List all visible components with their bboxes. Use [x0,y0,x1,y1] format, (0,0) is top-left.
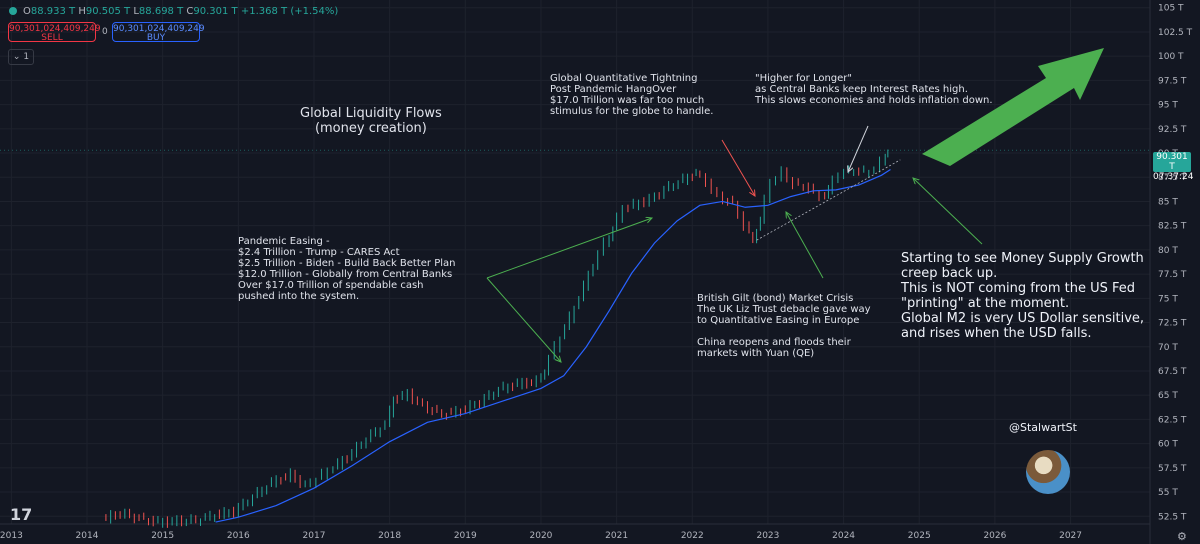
y-tick-label: 72.5 T [1158,319,1187,329]
status-dot-icon [9,7,17,15]
y-tick-label: 65 T [1158,391,1178,401]
author-avatar [1026,450,1070,494]
buy-price: 90,301,024,409,249 [113,24,205,34]
annotation-arrow [848,125,869,172]
last-price-label: 90.301 T [1156,152,1188,172]
last-price-tag: 90.301 T 07:37:24 [1153,152,1193,182]
x-tick-label: 2019 [454,531,477,541]
annotation-arrow [486,218,652,279]
annotation-arrow [486,277,561,362]
y-tick-label: 100 T [1158,52,1184,62]
y-tick-label: 85 T [1158,197,1178,207]
ohlc-legend: O88.933 T H90.505 T L88.698 T C90.301 T … [9,6,338,17]
x-tick-label: 2025 [908,531,931,541]
countdown-label: 07:37:24 [1153,172,1194,182]
y-tick-label: 87.5 T [1158,173,1187,183]
higher-for-longer-annotation: "Higher for Longer" as Central Banks kee… [755,73,993,106]
sell-price: 90,301,024,409,249 [9,24,101,34]
annotation-arrow [786,212,824,279]
x-tick-label: 2020 [530,531,553,541]
x-tick-label: 2018 [378,531,401,541]
y-tick-label: 97.5 T [1158,76,1187,86]
annotation-arrow [721,139,755,196]
y-tick-label: 105 T [1158,4,1184,14]
chart-title-annotation: Global Liquidity Flows (money creation) [300,106,442,136]
x-tick-label: 2016 [227,531,250,541]
close-label: C [186,6,194,17]
indicator-count: 1 [23,52,30,62]
y-tick-label: 75 T [1158,294,1178,304]
gear-icon[interactable]: ⚙ [1177,530,1187,543]
high-label: H [78,6,86,17]
buy-label: BUY [146,33,166,43]
support-trendline [756,159,901,241]
gilt-crisis-annotation: British Gilt (bond) Market Crisis The UK… [697,293,871,359]
y-tick-label: 102.5 T [1158,28,1193,38]
y-tick-label: 60 T [1158,440,1178,450]
x-tick-label: 2014 [76,531,99,541]
low-label: L [133,6,139,17]
sell-label: SELL [41,33,63,43]
x-tick-label: 2022 [681,531,704,541]
collapse-indicators-button[interactable]: ⌄ 1 [8,49,34,65]
x-tick-label: 2026 [983,531,1006,541]
x-tick-label: 2023 [756,531,779,541]
spread-value: 0 [102,27,108,37]
open-label: O [23,6,31,17]
high-value: 90.505 T [85,6,131,17]
x-tick-label: 2021 [605,531,628,541]
y-tick-label: 52.5 T [1158,512,1187,522]
y-tick-label: 95 T [1158,101,1178,111]
tradingview-logo: 17 [10,505,33,524]
buy-button[interactable]: 90,301,024,409,249 BUY [112,22,205,43]
y-tick-label: 62.5 T [1158,415,1187,425]
pandemic-annotation: Pandemic Easing - $2.4 Trillion - Trump … [238,236,456,302]
x-tick-label: 2015 [151,531,174,541]
y-tick-label: 77.5 T [1158,270,1187,280]
x-tick-label: 2017 [303,531,326,541]
close-value: 90.301 T [193,6,238,17]
y-tick-label: 82.5 T [1158,222,1187,232]
x-tick-label: 2027 [1059,531,1082,541]
annotation-arrow [913,178,983,245]
y-tick-label: 92.5 T [1158,125,1187,135]
open-value: 88.933 T [30,6,76,17]
growth-annotation: Starting to see Money Supply Growth cree… [901,251,1145,341]
y-tick-label: 57.5 T [1158,464,1187,474]
low-value: 88.698 T [138,6,184,17]
x-tick-label: 2024 [832,531,855,541]
sell-button[interactable]: 90,301,024,409,249 SELL [8,22,101,43]
moving-average-line [215,168,891,523]
y-tick-label: 67.5 T [1158,367,1187,377]
big-up-arrow [922,48,1104,166]
y-tick-label: 55 T [1158,488,1178,498]
y-tick-label: 80 T [1158,246,1178,256]
change-value: +1.368 T (+1.54%) [240,6,339,17]
y-tick-label: 70 T [1158,343,1178,353]
author-handle: @StalwartSt [1009,421,1077,434]
x-tick-label: 2013 [0,531,23,541]
qt-annotation: Global Quantitative Tightning Post Pande… [550,73,714,117]
